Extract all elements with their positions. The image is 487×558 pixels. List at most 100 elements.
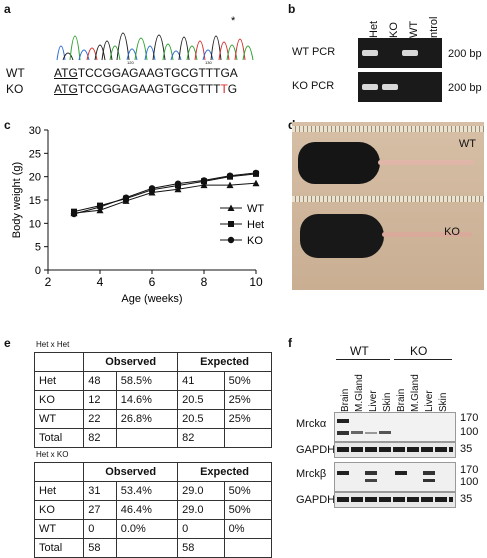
gel-row-label-ko: KO PCR	[292, 80, 335, 92]
series-line-het	[73, 173, 257, 213]
x-axis-label: Age (weeks)	[121, 293, 182, 305]
gel-lane-wt: WT	[408, 20, 420, 38]
observed-percent: 26.8%	[115, 409, 179, 429]
group-label-ko: KO	[410, 344, 428, 358]
chromatogram-trace: 120 130 *	[56, 15, 254, 64]
expected-count: 29.0	[177, 500, 225, 520]
wt-mouse-body	[298, 142, 380, 184]
legend-label-het: Het	[247, 219, 264, 231]
y-tick-label: 0	[35, 265, 41, 277]
x-tick-label: 10	[249, 275, 263, 289]
row-genotype: Total	[33, 428, 85, 448]
blot-lane-label: M.Gland	[354, 374, 365, 412]
mutation-asterisk: *	[231, 15, 236, 27]
blot-lane-label: Skin	[438, 392, 449, 412]
blot-lane-label: Liver	[424, 390, 435, 412]
legend-label-ko: KO	[247, 235, 263, 247]
blot-mrcka	[334, 412, 456, 442]
table-row: Het 48 58.5% 41 50%	[33, 371, 273, 391]
row-genotype: Het	[33, 371, 85, 391]
ruler-middle	[292, 196, 484, 202]
wt-start-codon: ATG	[54, 66, 78, 80]
row-genotype: KO	[33, 500, 85, 520]
observed-count: 48	[83, 371, 117, 391]
expected-count: 29.0	[177, 481, 225, 501]
x-tick-label: 2	[45, 275, 52, 289]
blot-lane-label: Brain	[396, 388, 407, 412]
observed-count: 31	[83, 481, 117, 501]
blot-marker-mrcka-170: 170	[460, 412, 479, 424]
expected-percent	[223, 538, 273, 558]
data-point-ko	[226, 172, 234, 179]
blot-gapdh-2	[334, 492, 456, 508]
group-line-ko	[394, 359, 452, 360]
expected-count: 20.5	[177, 390, 225, 410]
legend-marker-ko	[227, 236, 235, 244]
blot-group-headers: WT KO	[336, 344, 454, 358]
body-weight-chart: 0 5 10 15 20 25 30 2 4 6 8 10 WT Het KO Age (weeks) B…	[11, 125, 264, 305]
data-point-ko	[70, 210, 78, 218]
ruler-top	[292, 126, 484, 132]
gel-size-wt: 200 bp	[448, 48, 482, 60]
observed-percent: 0.0%	[115, 519, 179, 539]
y-axis-label: Body weight (g)	[11, 162, 23, 238]
y-tick-label: 25	[29, 148, 41, 160]
gel-lane-ko: KO	[388, 22, 400, 38]
blot-marker-gapdh-1-35: 35	[460, 443, 473, 455]
panel-label-c: c	[4, 118, 11, 132]
data-point-ko	[122, 194, 130, 201]
row-genotype: KO	[33, 390, 85, 410]
cross-title-het-ko: Het x KO	[36, 450, 69, 459]
table-row: WT 0 0.0% 0 0%	[33, 519, 273, 539]
observed-percent: 46.4%	[115, 500, 179, 520]
observed-percent: 58.5%	[115, 371, 179, 391]
expected-percent: 25%	[223, 390, 273, 410]
expected-count: 82	[177, 428, 225, 448]
blot-label-mrckb: Mrckβ	[296, 468, 327, 480]
mouse-photo: WT KO	[292, 122, 484, 290]
blot-marker-mrckb-170: 170	[460, 464, 479, 476]
observed-percent: 14.6%	[115, 390, 179, 410]
legend-label-wt: WT	[247, 203, 264, 215]
row-genotype: WT	[33, 519, 85, 539]
cross-title-het-het: Het x Het	[36, 340, 70, 349]
gel-image-wt-pcr	[358, 38, 442, 68]
row-genotype: Het	[33, 481, 85, 501]
table-row: Total 82 82	[33, 428, 273, 448]
data-point-wt	[226, 181, 234, 189]
observed-count: 27	[83, 500, 117, 520]
panel-label-d: d	[288, 118, 295, 132]
data-point-wt	[174, 185, 182, 193]
panel-label-f: f	[288, 336, 292, 350]
blot-label-gapdh-1: GAPDH	[296, 444, 336, 456]
wt-row-label: WT	[6, 66, 25, 80]
expected-percent: 25%	[223, 409, 273, 429]
table-row: WT 22 26.8% 20.5 25%	[33, 409, 273, 429]
blot-lane-label: Liver	[368, 390, 379, 412]
expected-count: 0	[177, 519, 225, 539]
wt-sequence-rest: TCCGGAGAAGTGCGTTTGA	[77, 66, 238, 80]
observed-count: 0	[83, 519, 117, 539]
expected-header: Expected	[177, 352, 272, 372]
group-label-wt: WT	[350, 344, 369, 358]
x-tick-label: 6	[149, 275, 156, 289]
observed-count: 12	[83, 390, 117, 410]
observed-count: 58	[83, 538, 117, 558]
genotype-table-het-het: Observed Expected Het 48 58.5% 41 50% KO…	[33, 352, 273, 448]
blot-marker-mrckb-100: 100	[460, 476, 479, 488]
group-line-wt	[336, 359, 390, 360]
y-tick-label: 10	[29, 218, 41, 230]
gel-lane-het: Het	[368, 20, 380, 38]
wt-sequence-row: WT ATGTCCGGAGAAGTGCGTTTGA	[6, 65, 238, 81]
gel-row-label-wt: WT PCR	[292, 46, 336, 58]
gel-image-ko-pcr	[358, 72, 442, 102]
data-point-ko	[148, 185, 156, 192]
data-point-ko	[252, 169, 260, 177]
wt-mouse-tail	[378, 160, 474, 165]
ko-sequence-row: KO ATGTCCGGAGAAGTGCGTTTTG	[6, 81, 238, 97]
legend-marker-het	[228, 221, 234, 227]
expected-percent	[223, 428, 273, 448]
gel-lane-labels: Het KO WT Control	[362, 8, 452, 52]
series-line-wt	[73, 182, 257, 214]
panel-label-b: b	[288, 2, 296, 16]
